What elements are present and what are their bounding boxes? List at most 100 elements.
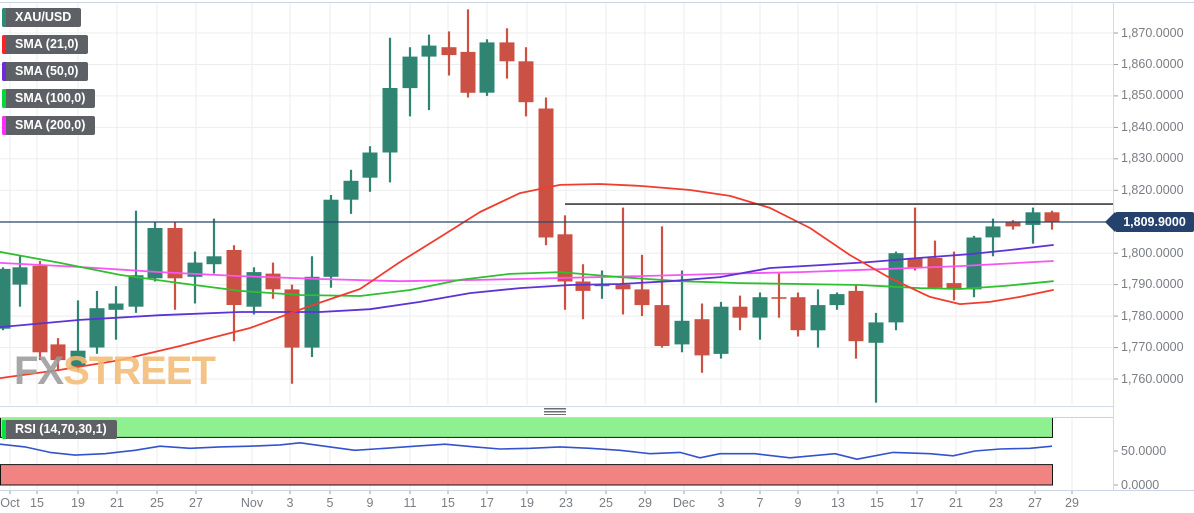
last-price-value: 1,809.9000 <box>1123 215 1186 230</box>
x-axis-label: 25 <box>599 496 613 510</box>
rsi-overbought-band <box>0 416 1053 438</box>
candle-body <box>594 284 610 287</box>
legend-item-xau-usd[interactable]: XAU/USD <box>2 8 82 27</box>
candle-body <box>0 268 11 329</box>
level-lines <box>0 203 1113 223</box>
candle-body <box>790 297 806 331</box>
candle-body <box>50 344 66 361</box>
y-axis-label: 1,800.0000 <box>1121 245 1184 260</box>
rsi-panel-bottom-border <box>0 490 1194 491</box>
candle-body <box>128 275 144 307</box>
candle-body <box>265 273 281 290</box>
rsi-indicator-button[interactable]: RSI (14,70,30,1) <box>2 420 117 439</box>
y-axis-label: 1,860.0000 <box>1121 56 1184 71</box>
candle-body <box>402 56 418 89</box>
x-axis-label: 17 <box>910 496 924 510</box>
candle-body <box>421 45 437 57</box>
candle-body <box>284 289 300 348</box>
candle-body <box>518 61 534 103</box>
x-axis-label: 15 <box>441 496 455 510</box>
candle-body <box>674 320 690 345</box>
candle-body <box>907 257 923 268</box>
candle-body <box>246 272 262 307</box>
candle-body <box>848 290 864 342</box>
candle-body <box>89 308 105 348</box>
candle-body <box>829 294 845 306</box>
legend-item-sma-200-0[interactable]: SMA (200,0) <box>2 116 96 135</box>
x-axis-label: 3 <box>717 496 725 510</box>
panel-top-border <box>0 2 1194 3</box>
x-axis-label: Dec <box>672 496 696 510</box>
candle-body <box>441 47 457 56</box>
y-axis-label: 1,790.0000 <box>1121 277 1184 292</box>
legend-color-strip-icon <box>2 35 6 54</box>
watermark-street: STREET <box>63 349 216 393</box>
rsi-panel <box>0 416 1053 486</box>
candle-body <box>985 226 1001 238</box>
legend-color-strip-icon <box>2 116 6 135</box>
splitter-grip-icon[interactable] <box>544 408 566 415</box>
candles-layer <box>0 9 1060 403</box>
candle-body <box>810 305 826 331</box>
rsi-color-strip-icon <box>2 420 6 439</box>
legend-item-sma-100-0[interactable]: SMA (100,0) <box>2 89 96 108</box>
y-axis-label: 1,850.0000 <box>1121 88 1184 103</box>
candle-body <box>460 51 476 93</box>
sma-50-line <box>0 244 1054 329</box>
candle-body <box>654 305 670 346</box>
candle-body <box>479 42 495 93</box>
x-axis-label: 23 <box>559 496 573 510</box>
candle-body <box>108 303 124 310</box>
candle-body <box>575 281 591 291</box>
legend-item-sma-21-0[interactable]: SMA (21,0) <box>2 35 89 54</box>
candle-body <box>946 283 962 290</box>
candle-body <box>1044 212 1060 223</box>
candle-body <box>771 297 787 299</box>
x-axis-label: 25 <box>150 496 164 510</box>
legend-item-label: SMA (200,0) <box>15 118 86 132</box>
candle-body <box>147 228 163 279</box>
legend-color-strip-icon <box>2 89 6 108</box>
candle-body <box>70 350 86 367</box>
panel-splitter[interactable] <box>0 406 1113 418</box>
x-axis-label: 19 <box>71 496 85 510</box>
rsi-axis-label: 50.0000 <box>1121 443 1167 458</box>
x-axis-label: 27 <box>189 496 203 510</box>
rsi-axis-label: 0.0000 <box>1121 477 1160 492</box>
candle-body <box>382 88 398 153</box>
candle-body <box>226 250 242 305</box>
candle-body <box>499 42 515 62</box>
x-axis-label: 15 <box>870 496 884 510</box>
y-axis-label: 1,830.0000 <box>1121 151 1184 166</box>
x-axis-label: 13 <box>831 496 845 510</box>
x-axis-label: 29 <box>1065 496 1079 510</box>
legend-color-strip-icon <box>2 8 6 27</box>
candle-body <box>634 289 650 306</box>
candle-body <box>752 297 768 318</box>
candle-body <box>1005 221 1021 227</box>
candle-body <box>1025 212 1041 225</box>
candle-body <box>927 257 943 288</box>
candle-body <box>713 306 729 354</box>
x-axis-label: 5 <box>326 496 334 510</box>
price-axis-separator <box>1113 2 1114 490</box>
candle-body <box>615 284 631 290</box>
x-axis-label: 21 <box>949 496 963 510</box>
x-axis-label: 9 <box>794 496 802 510</box>
candle-body <box>167 228 183 279</box>
rsi-oversold-band <box>0 464 1053 486</box>
x-axis-label: 27 <box>1028 496 1042 510</box>
legend-item-label: SMA (100,0) <box>15 91 86 105</box>
legend-item-sma-50-0[interactable]: SMA (50,0) <box>2 62 89 81</box>
x-axis-label: 11 <box>403 496 417 510</box>
legend-item-label: SMA (21,0) <box>15 37 79 51</box>
legend-item-label: XAU/USD <box>15 10 72 24</box>
x-axis-label: Oct <box>0 496 20 510</box>
candle-body <box>966 237 982 290</box>
candle-body <box>557 234 573 282</box>
y-axis-label: 1,820.0000 <box>1121 182 1184 197</box>
x-axis-label: 17 <box>480 496 494 510</box>
candle-body <box>694 319 710 356</box>
